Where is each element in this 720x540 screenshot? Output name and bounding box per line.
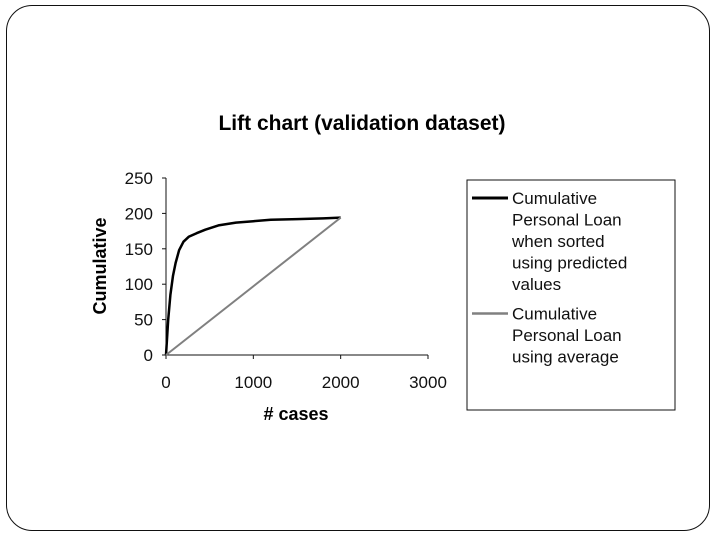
series-line-1 [164, 216, 341, 356]
legend-label-2: Personal Loan [512, 326, 622, 345]
y-tick-label: 250 [125, 169, 153, 188]
axes [162, 177, 429, 359]
legend-label-1: Personal Loan [512, 211, 622, 230]
y-tick-label: 100 [125, 275, 153, 294]
series-lines [164, 216, 342, 356]
y-tick-label: 50 [134, 311, 153, 330]
y-axis-title: Cumulative [90, 217, 110, 314]
chart-title: Lift chart (validation dataset) [218, 112, 505, 135]
y-tick-label: 200 [125, 204, 153, 223]
legend-label-2: using average [512, 348, 619, 367]
legend-label-1: when sorted [511, 232, 605, 251]
y-tick-label: 0 [144, 346, 153, 365]
series-line-2 [165, 216, 342, 356]
legend: Cumulative Personal Loan when sorted using … [472, 189, 627, 367]
x-tick-label: 2000 [322, 373, 360, 392]
y-tick-label: 150 [125, 240, 153, 259]
x-tick-label: 3000 [409, 373, 447, 392]
x-tick-label: 0 [161, 373, 170, 392]
legend-label-1: using predicted [512, 254, 627, 273]
legend-label-2: Cumulative [512, 305, 597, 324]
tick-labels: 0 50 100 150 200 250 0 1000 2000 3000 [125, 169, 447, 392]
x-tick-label: 1000 [234, 373, 272, 392]
legend-box [466, 179, 676, 411]
legend-label-1: Cumulative [512, 189, 597, 208]
x-axis-title: # cases [263, 404, 328, 424]
legend-label-1: values [512, 275, 561, 294]
